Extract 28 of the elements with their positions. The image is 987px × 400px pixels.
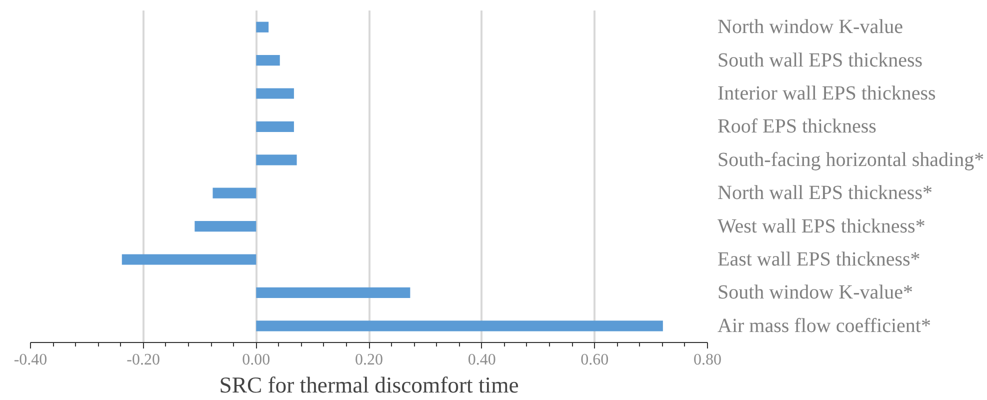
x-tick-label: 0.40 (468, 352, 496, 368)
x-axis-title: SRC for thermal discomfort time (219, 372, 519, 398)
bar (256, 320, 663, 332)
bar (256, 54, 280, 66)
x-tick-label: 0.00 (242, 352, 270, 368)
bar (256, 22, 269, 32)
x-tick-label: 0.80 (694, 352, 722, 368)
x-tick-label: -0.20 (126, 352, 160, 368)
y-tick-label: North wall EPS thickness* (718, 182, 932, 204)
y-tick-label: North window K-value (718, 16, 904, 38)
y-tick-label: East wall EPS thickness* (718, 248, 920, 270)
x-tick-label: 0.60 (580, 352, 609, 368)
bar (194, 220, 256, 232)
bar (256, 88, 294, 99)
bar (256, 287, 410, 298)
x-tick-label: 0.20 (355, 352, 383, 368)
y-tick-label: Air mass flow coefficient* (718, 314, 931, 337)
bar (256, 121, 294, 132)
y-tick-label: Interior wall EPS thickness (718, 82, 936, 104)
y-tick-label: South wall EPS thickness (718, 49, 923, 72)
y-tick-label: West wall EPS thickness* (718, 215, 926, 238)
y-tick-label: South-facing horizontal shading* (718, 148, 984, 171)
bar (122, 254, 256, 265)
x-tick-label: -0.40 (14, 352, 48, 368)
bar (212, 188, 256, 198)
bar (256, 154, 297, 166)
y-tick-label: Roof EPS thickness (718, 116, 877, 138)
y-tick-label: South window K-value* (718, 282, 914, 304)
